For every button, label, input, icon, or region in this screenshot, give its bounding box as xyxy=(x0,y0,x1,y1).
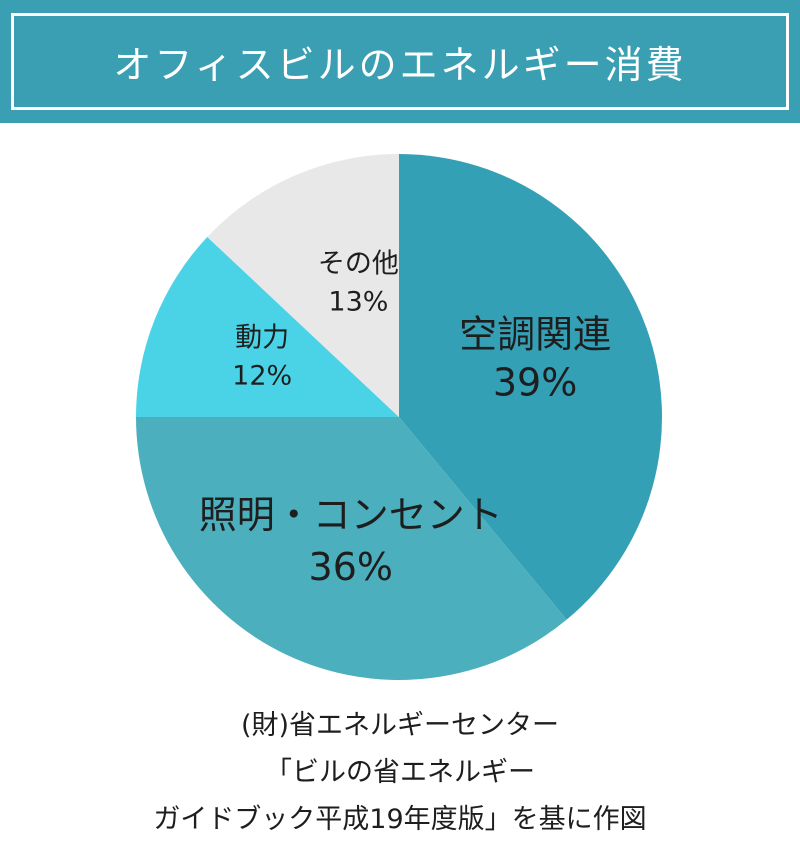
slice-label-4: その他 xyxy=(318,248,399,279)
slice-value-4: 13% xyxy=(328,286,388,317)
slice-value-2: 36% xyxy=(309,545,393,589)
slice-value-3: 12% xyxy=(232,360,292,391)
source-line-3: ガイドブック平成19年度版」を基に作図 xyxy=(0,796,800,843)
source-note: (財)省エネルギーセンター 「ビルの省エネルギー ガイドブック平成19年度版」を… xyxy=(0,702,800,843)
slice-label-2: 照明・コンセント xyxy=(199,493,503,537)
slice-label-3: 動力 xyxy=(235,322,289,353)
slice-label-1: 空調関連 xyxy=(459,312,611,356)
source-line-2: 「ビルの省エネルギー xyxy=(0,749,800,796)
slice-value-1: 39% xyxy=(493,360,577,404)
source-line-1: (財)省エネルギーセンター xyxy=(0,702,800,749)
